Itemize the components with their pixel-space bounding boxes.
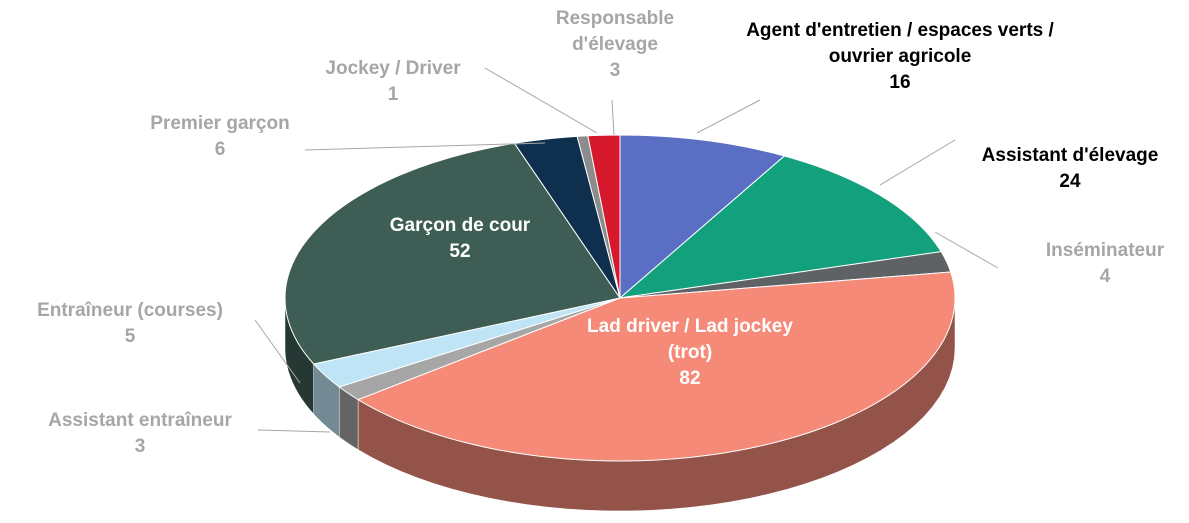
- leader-line: [257, 429, 331, 433]
- slice: [619, 134, 786, 300]
- leader-line: [611, 99, 615, 136]
- data-label: Lad driver / Lad jockey (trot) 82: [575, 314, 805, 392]
- label-value: 4: [1099, 266, 1111, 287]
- data-label: Inséminateur 4: [1015, 238, 1189, 290]
- label-value: 24: [1059, 171, 1081, 192]
- leader-line: [934, 231, 999, 269]
- label-value: 3: [609, 60, 621, 81]
- label-value: 5: [124, 326, 136, 347]
- data-label: Assistant entraîneur 3: [10, 408, 270, 460]
- data-label: Premier garçon 6: [120, 111, 320, 163]
- label-name: Assistant d'élevage: [981, 145, 1159, 166]
- label-value: 82: [679, 368, 701, 389]
- slice: [284, 142, 621, 365]
- label-name: Entraîneur (courses): [37, 300, 223, 321]
- leader-line: [304, 142, 546, 151]
- label-name: Jockey / Driver: [325, 58, 461, 79]
- label-name: Lad driver / Lad jockey (trot): [587, 316, 793, 363]
- data-label: Jockey / Driver 1: [293, 56, 493, 108]
- label-value: 16: [889, 72, 911, 93]
- slice: [587, 134, 621, 299]
- data-label: Agent d'entretien / espaces verts / ouvr…: [730, 18, 1070, 96]
- label-value: 52: [449, 241, 471, 262]
- label-name: Assistant entraîneur: [48, 410, 232, 431]
- data-label: Garçon de cour 52: [360, 213, 560, 265]
- label-name: Garçon de cour: [389, 215, 531, 236]
- label-name: Inséminateur: [1045, 240, 1165, 261]
- slice: [356, 271, 956, 462]
- label-name: Premier garçon: [150, 113, 290, 134]
- leader-line: [254, 319, 301, 384]
- slice: [312, 297, 621, 388]
- label-value: 1: [387, 84, 399, 105]
- slice: [618, 155, 942, 299]
- label-value: 3: [134, 436, 146, 457]
- label-value: 6: [214, 139, 226, 160]
- data-label: Assistant d'élevage 24: [950, 143, 1189, 195]
- slice: [513, 135, 621, 299]
- data-label: Responsable d'élevage 3: [540, 6, 690, 84]
- leader-line: [879, 139, 956, 186]
- label-name: Agent d'entretien / espaces verts / ouvr…: [746, 20, 1054, 67]
- leader-line: [696, 99, 761, 134]
- data-label: Entraîneur (courses) 5: [0, 298, 260, 350]
- leader-line: [484, 67, 598, 134]
- label-name: Responsable d'élevage: [555, 8, 675, 55]
